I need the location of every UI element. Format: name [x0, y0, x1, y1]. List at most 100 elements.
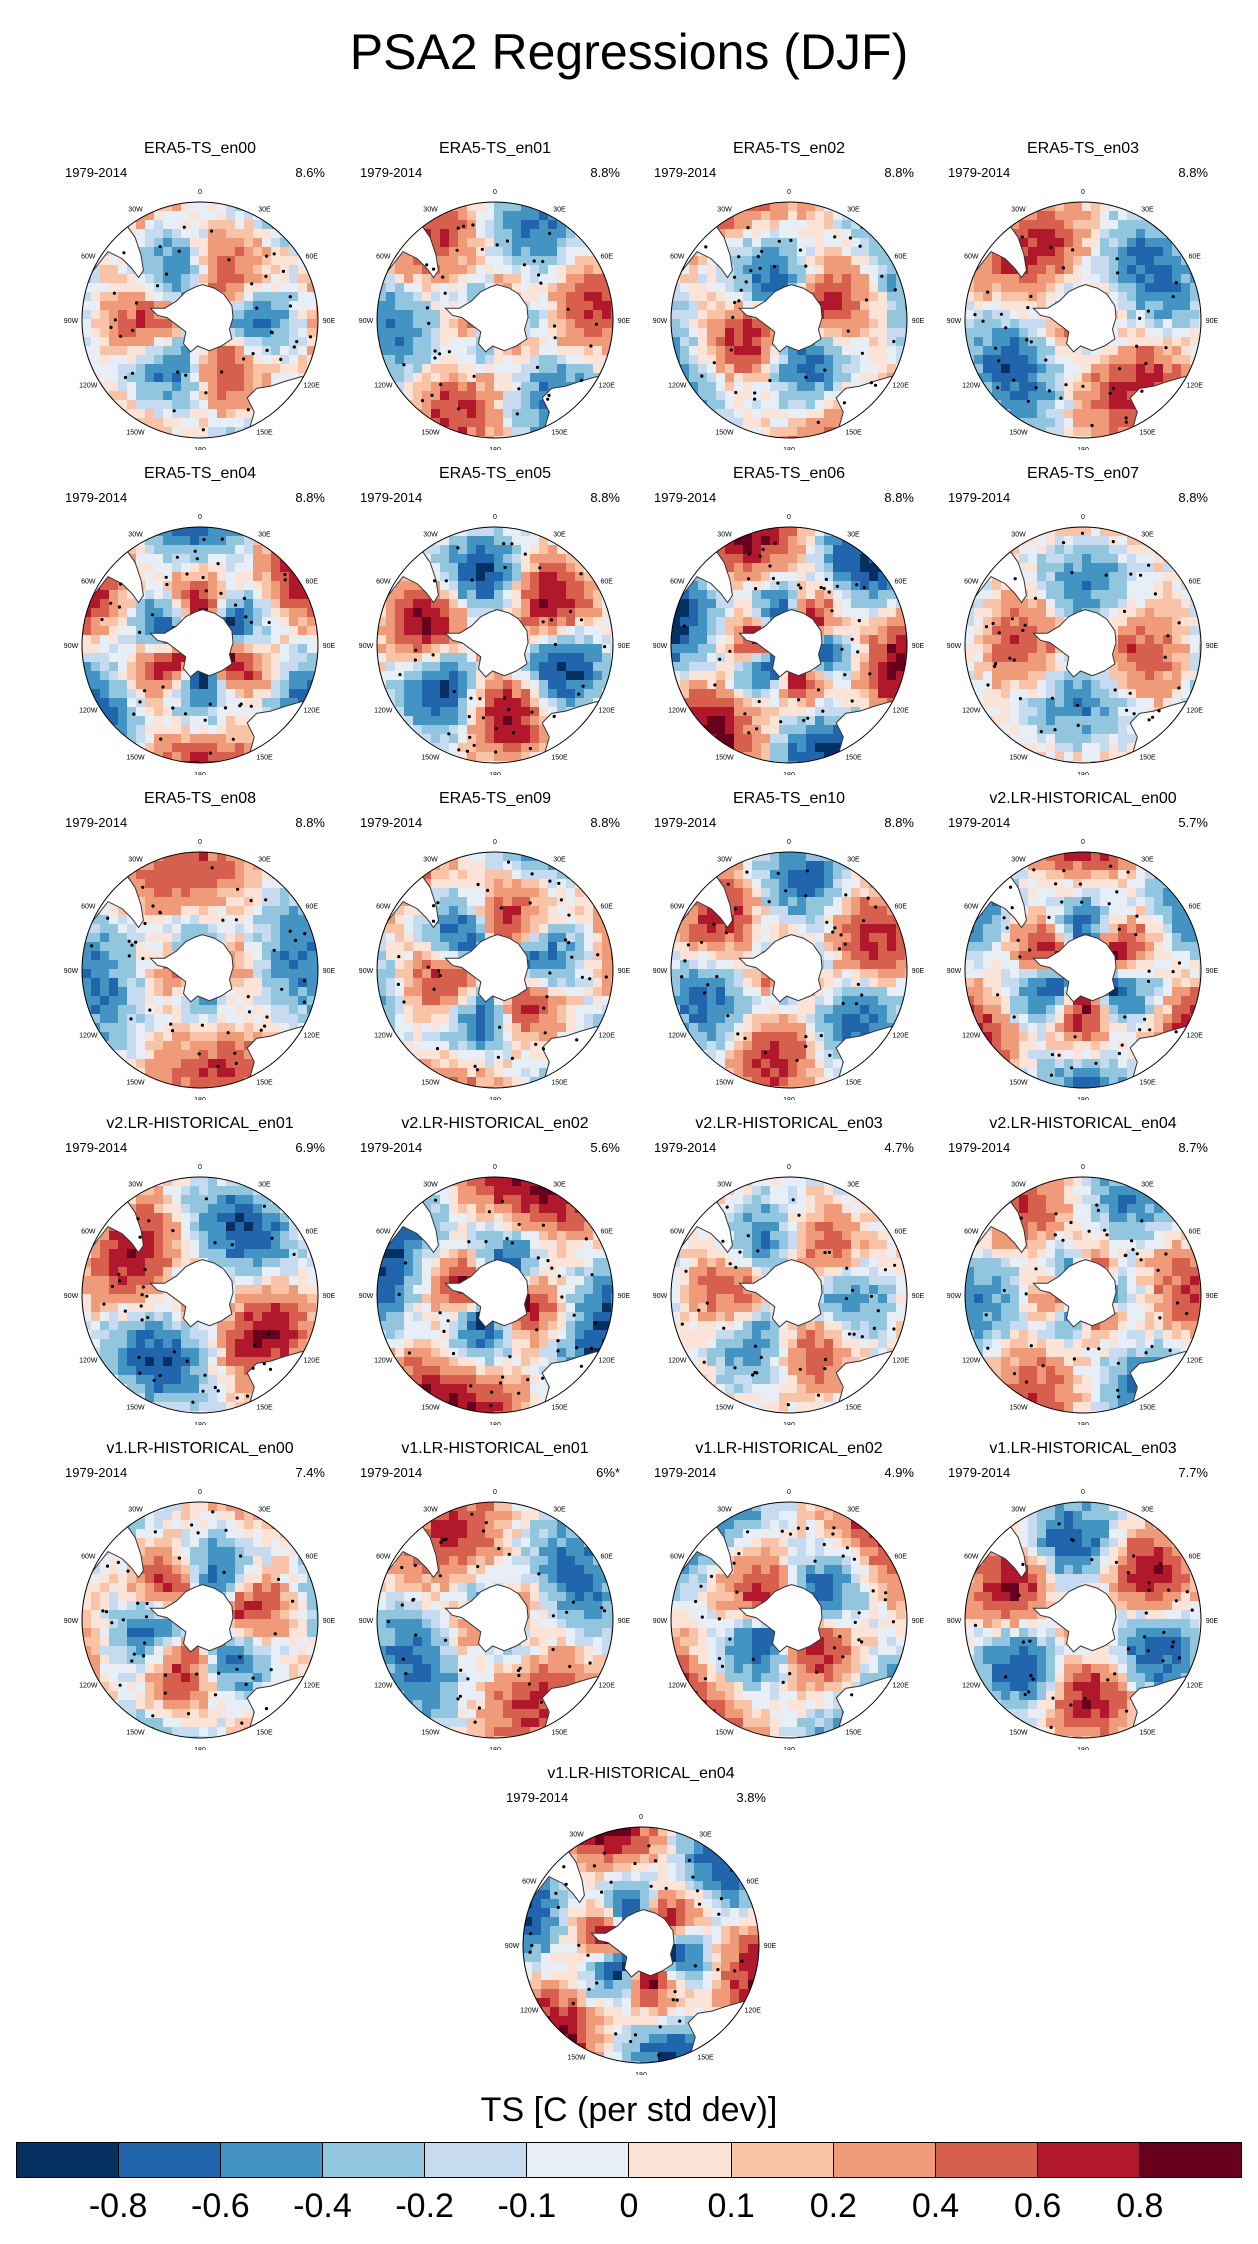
longitude-label: 90E [1206, 318, 1219, 325]
panel-variance: 8.8% [1178, 165, 1208, 180]
significance-dot [141, 1654, 146, 1658]
longitude-label: 60E [1188, 1229, 1201, 1236]
significance-dot [744, 280, 748, 284]
temperature-field [82, 852, 318, 1088]
longitude-label: 120W [668, 1033, 687, 1040]
panel-period: 1979-2014 [948, 490, 1011, 505]
longitude-label: 60E [305, 904, 318, 911]
significance-dot [443, 1638, 448, 1642]
significance-dot [548, 231, 552, 235]
longitude-label: 0 [1081, 514, 1085, 521]
significance-dot [101, 1609, 105, 1613]
significance-dot [141, 956, 145, 961]
longitude-label: 0 [639, 1814, 643, 1821]
longitude-label: 120W [79, 708, 98, 715]
significance-dot [556, 1905, 560, 1909]
significance-dot [302, 979, 307, 983]
panel-title: ERA5-TS_en05 [438, 465, 552, 482]
significance-dot [712, 361, 716, 365]
colorbar-tick-label: 0.8 [1116, 2187, 1164, 2225]
significance-dot [541, 1223, 545, 1227]
longitude-label: 120E [893, 1033, 910, 1040]
significance-dot [861, 919, 866, 923]
longitude-label: 60W [670, 254, 685, 261]
significance-dot [110, 1284, 114, 1288]
significance-dot [171, 706, 175, 710]
significance-dot [104, 1610, 109, 1614]
significance-dot [119, 334, 123, 338]
significance-dot [680, 975, 684, 979]
longitude-label: 60E [894, 1554, 907, 1561]
longitude-label: 90E [323, 968, 336, 975]
significance-dot [747, 731, 751, 735]
significance-dot [1122, 609, 1127, 613]
significance-dot [758, 266, 762, 270]
map-panel: 0 30E 60E 90E 120E 150E 180 150W 120W 90W 60W 30W ER… [644, 465, 934, 775]
significance-dot [105, 1564, 110, 1568]
significance-dot [788, 1672, 792, 1676]
significance-dot [797, 1213, 801, 1217]
longitude-label: 90W [359, 1293, 374, 1300]
significance-dot [556, 1349, 560, 1353]
significance-dot [704, 245, 708, 249]
longitude-label: 150E [845, 755, 862, 762]
significance-dot [841, 1655, 845, 1659]
significance-dot [1080, 900, 1084, 904]
significance-dot [568, 609, 573, 614]
significance-dot [414, 648, 418, 652]
significance-dot [151, 904, 155, 908]
longitude-label: 150W [421, 430, 440, 437]
significance-dot [185, 1359, 189, 1363]
longitude-label: 30W [717, 206, 732, 213]
significance-dot [749, 269, 753, 273]
significance-dot [441, 1538, 445, 1542]
significance-dot [510, 542, 514, 546]
significance-dot [1126, 1647, 1130, 1651]
significance-dot [751, 1373, 755, 1377]
longitude-label: 30W [569, 1831, 584, 1838]
significance-dot [1050, 1053, 1054, 1057]
significance-dot [1129, 572, 1133, 576]
significance-dot [757, 699, 761, 704]
colorbar-segment [1037, 2143, 1140, 2177]
map-panel: 0 30E 60E 90E 120E 150E 180 150W 120W 90W 60W 30W ER… [55, 140, 345, 450]
significance-dot [784, 889, 788, 893]
map-boundary [964, 851, 1202, 1089]
significance-dot [265, 1015, 269, 1019]
significance-dot [172, 409, 176, 413]
significance-dot [1044, 358, 1048, 362]
longitude-label: 150E [256, 755, 273, 762]
significance-dot [235, 1667, 239, 1671]
significance-dot [724, 931, 728, 935]
significance-dot [434, 1198, 438, 1202]
longitude-label: 150W [126, 1405, 145, 1412]
longitude-label: 60W [964, 254, 979, 261]
significance-dot [159, 737, 163, 741]
significance-dot [746, 1530, 750, 1534]
temperature-field [965, 202, 1201, 438]
longitude-label: 30W [1011, 1506, 1026, 1513]
significance-dot [1177, 621, 1181, 625]
significance-dot [1047, 389, 1051, 393]
significance-dot [130, 1659, 134, 1663]
antarctica-landmass [444, 1259, 529, 1328]
panel-period: 1979-2014 [360, 165, 423, 180]
significance-dot [565, 1610, 569, 1614]
longitude-label: 60W [81, 1229, 96, 1236]
temperature-field [377, 527, 613, 763]
significance-dot [816, 1393, 821, 1397]
longitude-label: 60W [81, 904, 96, 911]
antarctica-landmass [444, 1584, 529, 1653]
significance-dot [203, 718, 207, 722]
significance-dot [806, 716, 810, 720]
significance-dot [216, 1389, 220, 1393]
map-boundary [81, 526, 319, 764]
colorbar-tick-label: -0.2 [395, 2187, 454, 2225]
panel-title: ERA5-TS_en10 [732, 790, 846, 807]
significance-dot [420, 399, 425, 403]
panel-variance: 8.6% [295, 165, 325, 180]
significance-dot [999, 312, 1003, 316]
longitude-label: 90W [359, 1618, 374, 1625]
significance-dot [1054, 882, 1058, 886]
longitude-label: 120E [599, 708, 616, 715]
